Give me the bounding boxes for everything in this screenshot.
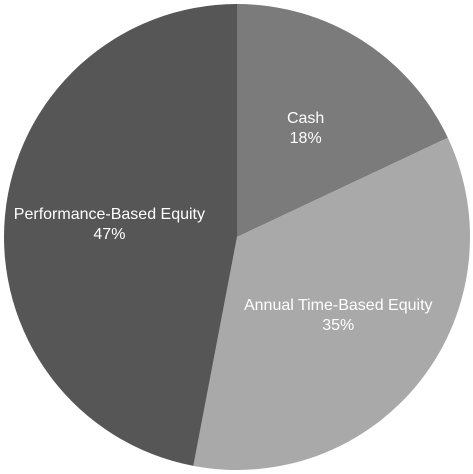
pie-slice — [3, 4, 238, 466]
pie-slice — [193, 137, 471, 470]
pie-slice — [237, 4, 448, 237]
slice-label: Cash 18% — [201, 109, 411, 149]
category-label: Annual Time-Based Equity — [243, 296, 433, 314]
category-label: Performance-Based Equity — [13, 205, 205, 223]
value-label: 47% — [93, 225, 126, 243]
slice-label: Annual Time-Based Equity 35% — [233, 296, 443, 336]
category-label: Cash — [286, 109, 325, 127]
value-label: 35% — [322, 316, 355, 334]
slice-label: Performance-Based Equity 47% — [4, 205, 214, 245]
value-label: 18% — [289, 129, 322, 147]
